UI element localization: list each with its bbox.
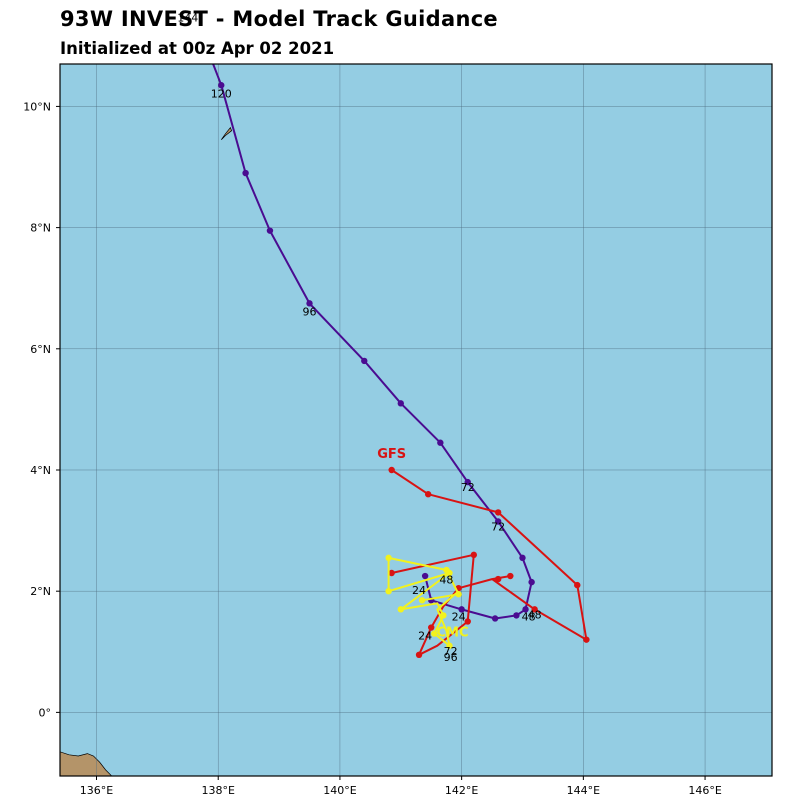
navgem-track-point <box>242 169 249 177</box>
lon-tick-label: 146°E <box>688 784 721 797</box>
ocean-background <box>60 64 772 776</box>
lon-tick-label: 142°E <box>445 784 478 797</box>
cmc-track-point <box>418 597 426 604</box>
navgem-track-point <box>491 615 499 622</box>
navgem-forecast-hour-label: 144 <box>177 12 198 25</box>
forecast-hour-label: 24 <box>412 584 426 597</box>
navgem-forecast-hour-label: 24 <box>452 610 466 623</box>
gfs-track-point <box>388 569 395 577</box>
navgem-track-point <box>522 606 529 613</box>
lat-tick-label: 0° <box>39 706 52 719</box>
navgem-track-point <box>494 518 502 525</box>
small-island-land <box>221 126 233 140</box>
gfs-track-point <box>388 466 395 474</box>
gfs-track-point <box>583 636 590 643</box>
lon-tick-label: 140°E <box>323 784 356 797</box>
gfs-track-point <box>428 624 435 631</box>
navgem-forecast-hour-label: 120 <box>211 87 232 100</box>
gfs-track-point <box>494 509 502 516</box>
cmc-forecast-hour-label: 72 <box>444 645 458 658</box>
cmc-forecast-hour-label: 96 <box>444 651 458 664</box>
lon-tick-label: 136°E <box>80 784 113 797</box>
lat-tick-label: 6°N <box>30 343 51 356</box>
tracks-layer <box>212 64 590 659</box>
navgem-track-point <box>458 606 465 613</box>
lon-tick-label: 144°E <box>567 784 600 797</box>
lat-tick-label: 8°N <box>30 222 51 235</box>
lat-tick-label: 4°N <box>30 464 51 477</box>
axis-layer: 136°E 138°E 140°E 142°E 144°E 146°E 0° 2°N 4°N 6°… <box>23 100 722 797</box>
navgem-track-point <box>306 300 313 307</box>
gfs-forecast-hour-label: 48 <box>528 608 542 621</box>
lon-tick-label: 138°E <box>201 784 234 797</box>
gfs-track-point <box>424 491 432 498</box>
gfs-track-point <box>464 618 471 625</box>
navgem-forecast-hour-label: 96 <box>303 305 317 318</box>
gfs-track-point <box>507 572 514 580</box>
navgem-track-point <box>464 478 471 486</box>
cmc-forecast-hour-label: 24 <box>418 630 432 643</box>
navgem-track-point <box>361 357 368 365</box>
gfs-track-point <box>494 575 502 583</box>
gfs-track-point <box>574 581 581 589</box>
cmc-track-point <box>397 606 404 613</box>
lat-tick-label: 10°N <box>23 100 51 113</box>
gfs-track-point <box>531 606 538 613</box>
cmc-model-label: CMC <box>436 626 468 641</box>
map-frame <box>59 63 773 777</box>
cmc-track-point <box>446 642 453 649</box>
navgem-track-point <box>519 554 526 562</box>
gfs-track-point <box>470 551 478 559</box>
labels-layer: NAVGEM24487296120144GFS4872CMC2448729624 <box>177 12 542 664</box>
navgem-track-point <box>421 572 429 580</box>
cmc-track-point <box>385 587 392 595</box>
cmc-track-point <box>446 569 453 577</box>
navgem-track-point <box>397 400 404 407</box>
cmc-track-point <box>431 630 438 637</box>
cmc-track-point <box>440 612 447 619</box>
gfs-track-line <box>391 469 588 641</box>
lat-tick-label: 2°N <box>30 585 51 598</box>
cmc-forecast-hour-label: 48 <box>439 573 453 586</box>
navgem-track-point <box>218 82 225 89</box>
cmc-track-line <box>387 556 460 647</box>
navgem-track-point <box>437 439 444 446</box>
navgem-forecast-hour-label: 72 <box>491 521 505 534</box>
navgem-track-point <box>513 612 520 619</box>
gfs-model-label: GFS <box>377 447 406 462</box>
cmc-track-point <box>385 554 392 562</box>
gfs-track-point <box>415 651 423 659</box>
navgem-track-point <box>528 578 535 586</box>
chart-subtitle: Initialized at 00z Apr 02 2021 <box>60 39 335 58</box>
navgem-track-point <box>266 227 274 234</box>
chart-title: 93W INVEST - Model Track Guidance <box>60 7 498 31</box>
grid-layer <box>60 64 772 776</box>
gfs-forecast-hour-label: 72 <box>461 481 475 494</box>
cmc-track-point <box>455 591 462 598</box>
navgem-forecast-hour-label: 48 <box>522 610 536 623</box>
